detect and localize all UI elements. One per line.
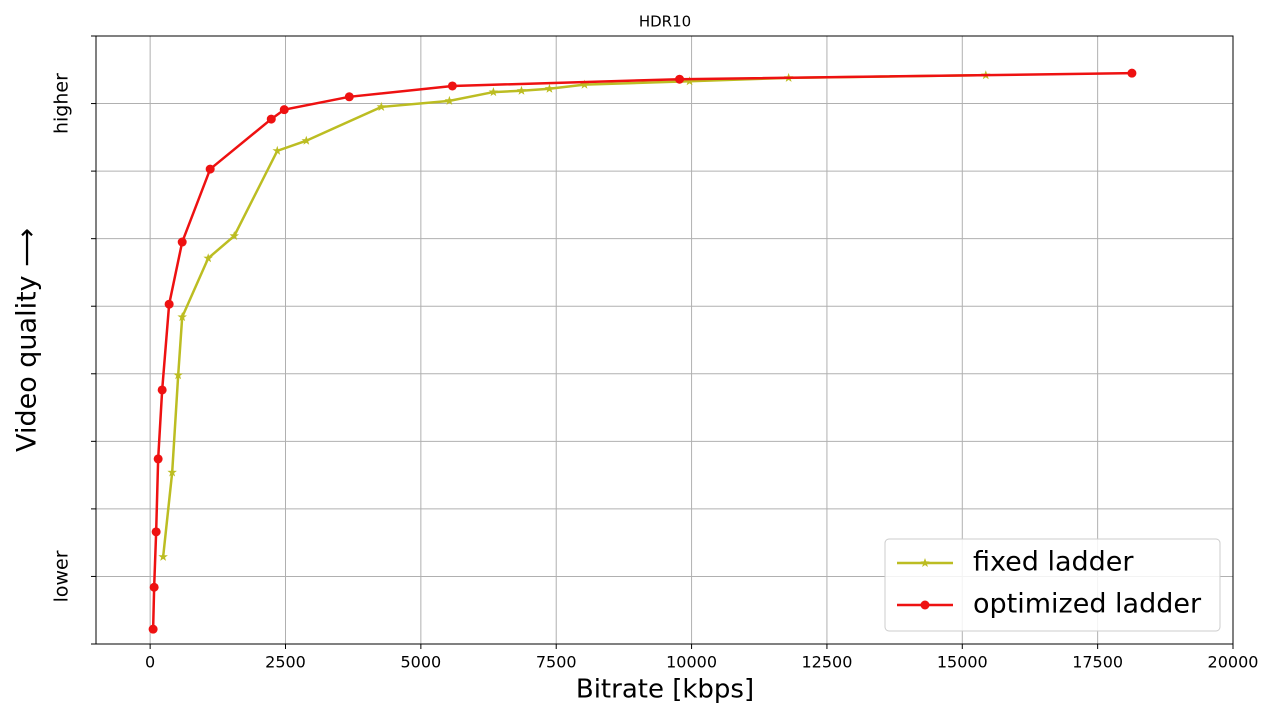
data-point bbox=[177, 237, 187, 247]
y-tick-label: higher bbox=[51, 73, 73, 134]
data-point bbox=[544, 83, 555, 93]
data-point bbox=[203, 253, 213, 263]
legend-label: optimized ladder bbox=[973, 589, 1202, 620]
x-tick-label: 0 bbox=[145, 653, 155, 672]
data-point bbox=[272, 145, 282, 155]
data-point bbox=[516, 85, 527, 95]
data-point bbox=[447, 81, 457, 91]
data-point bbox=[164, 299, 174, 309]
legend-marker bbox=[920, 600, 930, 610]
chart-title: HDR10 bbox=[639, 13, 691, 31]
data-point bbox=[675, 74, 685, 84]
data-point bbox=[153, 454, 163, 464]
x-tick-label: 10000 bbox=[666, 653, 717, 672]
legend-marker bbox=[920, 558, 930, 567]
data-point bbox=[1127, 68, 1137, 78]
x-tick-label: 2500 bbox=[265, 653, 306, 672]
data-point bbox=[444, 95, 455, 105]
x-tick-label: 15000 bbox=[937, 653, 988, 672]
data-point bbox=[151, 527, 161, 537]
series-line bbox=[161, 73, 986, 557]
legend: fixed ladder optimized ladder bbox=[884, 538, 1221, 632]
data-point bbox=[177, 312, 187, 322]
x-tick-label: 12500 bbox=[801, 653, 852, 672]
plot-frame bbox=[95, 35, 1234, 645]
data-point bbox=[488, 87, 499, 97]
x-tick-label: 7500 bbox=[536, 653, 577, 672]
data-point bbox=[684, 76, 695, 86]
data-point bbox=[157, 385, 167, 395]
data-point bbox=[279, 105, 289, 115]
legend-box bbox=[884, 538, 1221, 632]
y-tick-label: lower bbox=[51, 550, 73, 602]
data-point bbox=[205, 164, 215, 174]
data-point bbox=[173, 370, 183, 380]
data-point bbox=[167, 467, 177, 477]
data-point bbox=[149, 582, 159, 592]
x-tick-label: 5000 bbox=[400, 653, 441, 672]
data-point bbox=[229, 231, 239, 240]
data-point bbox=[266, 114, 276, 124]
y-axis-label: Video quality ⟶ bbox=[12, 228, 43, 452]
legend-label: fixed ladder bbox=[973, 547, 1134, 578]
data-point bbox=[344, 92, 354, 102]
x-tick-label: 17500 bbox=[1072, 653, 1123, 672]
data-point bbox=[148, 624, 158, 634]
data-point bbox=[579, 79, 590, 89]
x-axis-label: Bitrate [kbps] bbox=[576, 675, 754, 705]
series-line bbox=[151, 71, 1132, 630]
data-point bbox=[301, 135, 311, 145]
data-point bbox=[376, 101, 387, 111]
data-point bbox=[158, 551, 168, 561]
x-tick-label: 20000 bbox=[1208, 653, 1259, 672]
